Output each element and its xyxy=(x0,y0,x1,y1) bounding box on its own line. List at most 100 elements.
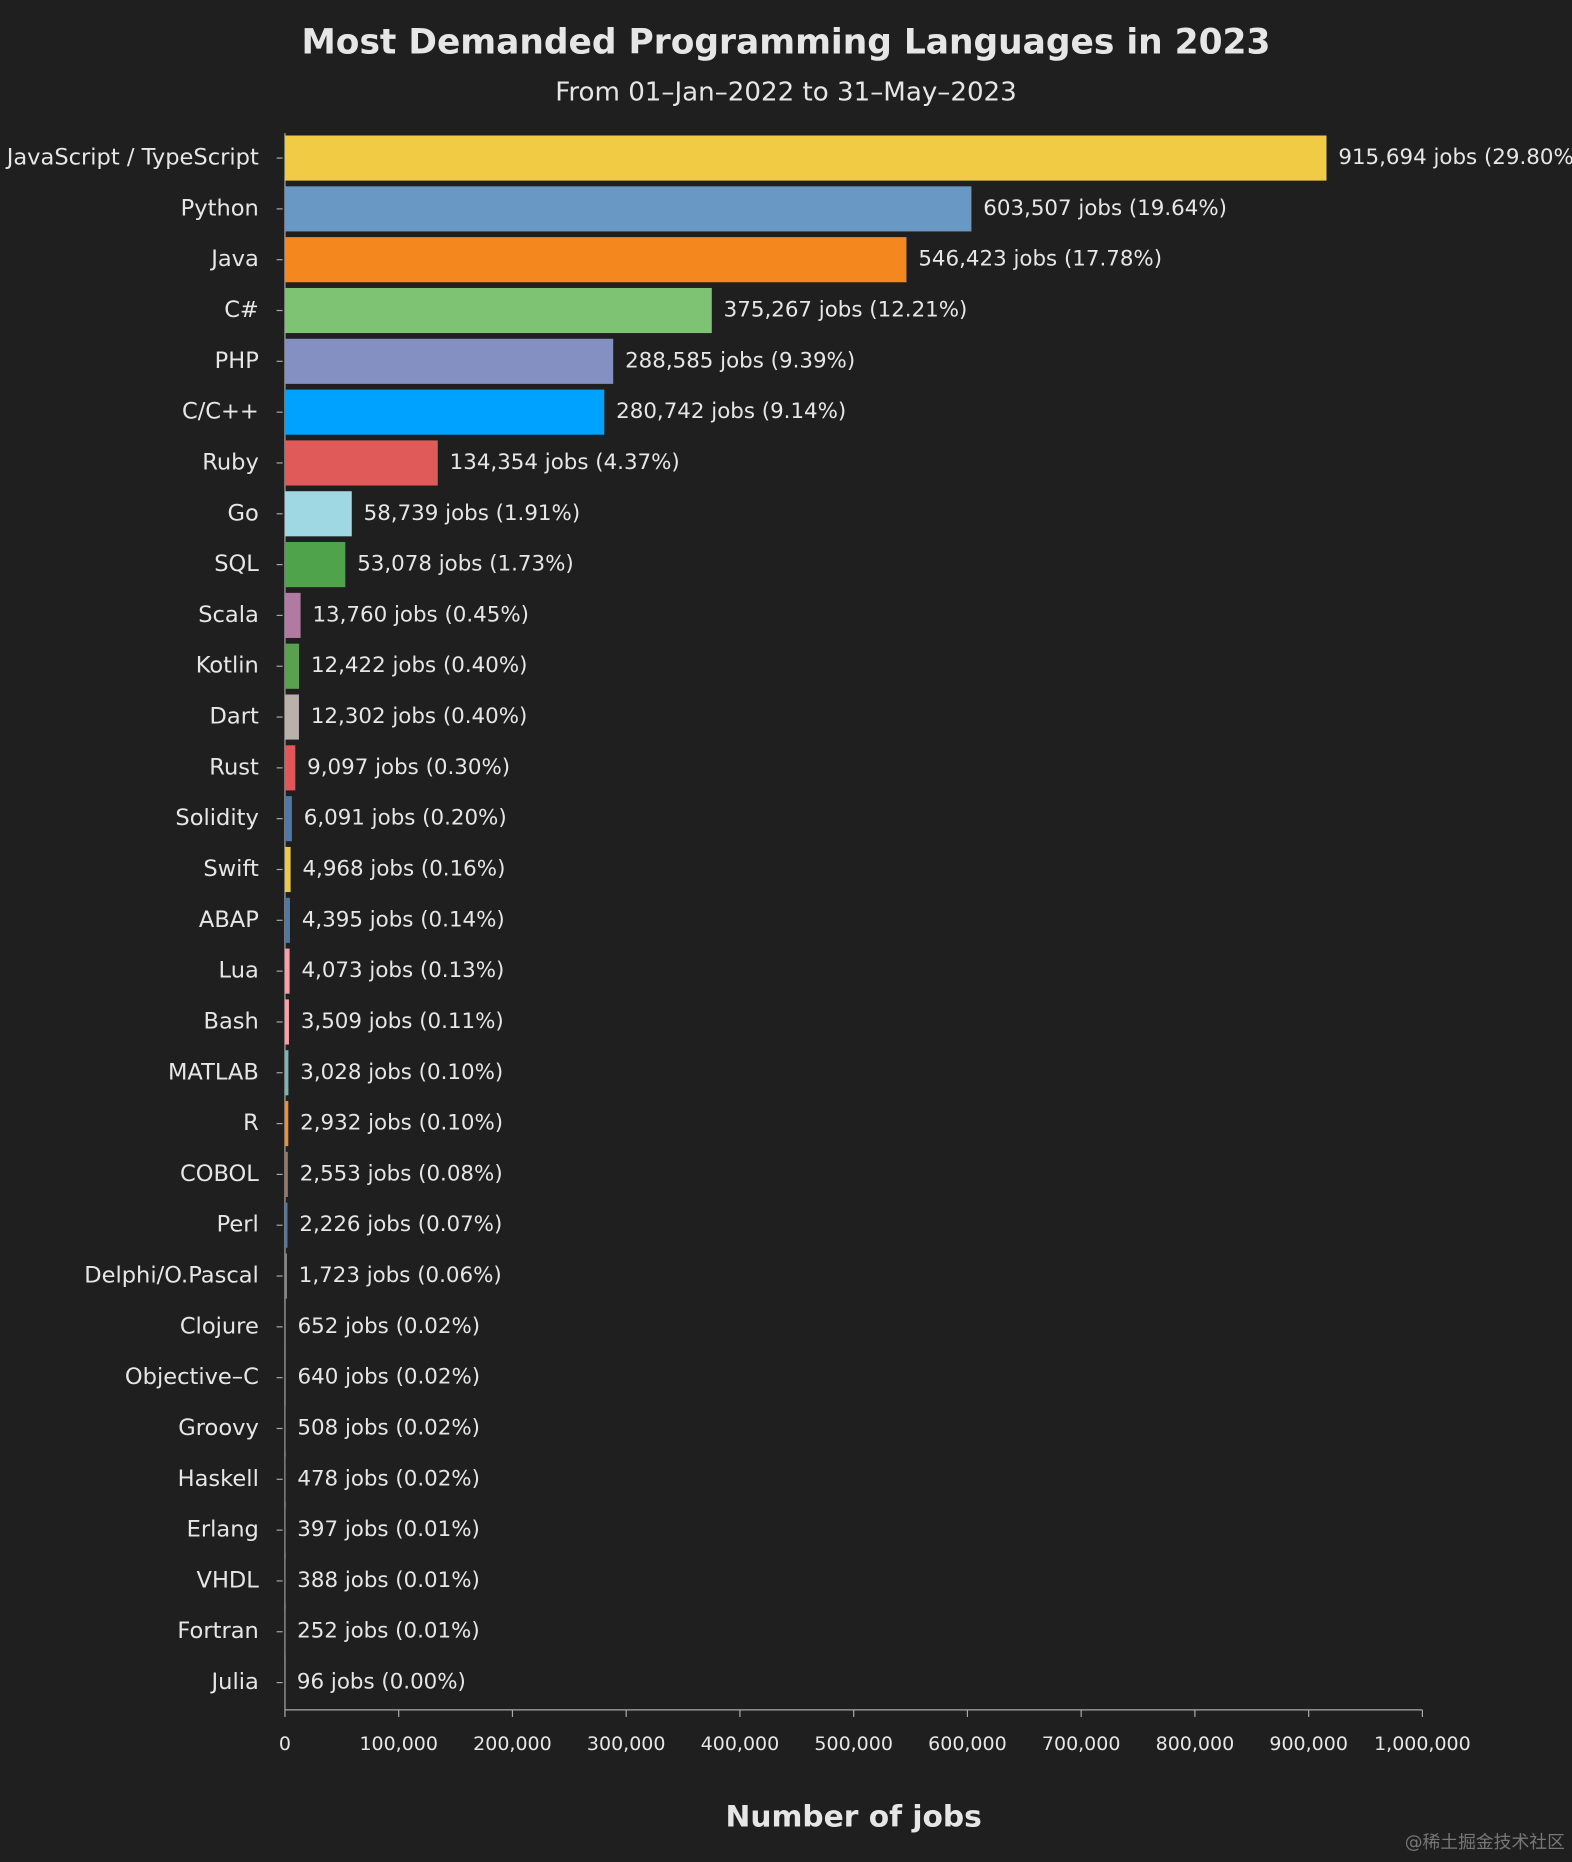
bar xyxy=(284,745,296,791)
value-label: 2,932 jobs (0.10%) xyxy=(300,1111,503,1136)
y-tick-label: Fortran xyxy=(177,1618,258,1644)
y-tick-label: Perl xyxy=(217,1212,259,1238)
x-tick-label: 300,000 xyxy=(587,1733,666,1755)
y-tick-label: VHDL xyxy=(197,1567,260,1593)
value-label: 288,585 jobs (9.39%) xyxy=(625,348,855,373)
x-tick-label: 200,000 xyxy=(473,1733,552,1755)
bar xyxy=(284,287,712,334)
bar xyxy=(284,1050,289,1096)
x-tick-label: 100,000 xyxy=(359,1733,438,1755)
bar xyxy=(284,440,438,486)
y-tick-label: Solidity xyxy=(175,805,258,831)
y-tick-label: C# xyxy=(224,297,259,323)
y-tick-label: Rust xyxy=(209,754,259,780)
bar xyxy=(284,1304,286,1350)
bar xyxy=(284,237,907,283)
x-tick-label: 0 xyxy=(279,1733,291,1755)
bar xyxy=(284,1405,286,1452)
bar xyxy=(284,491,352,537)
bar xyxy=(284,1202,288,1248)
value-label: 12,422 jobs (0.40%) xyxy=(311,653,528,678)
x-tick-label: 500,000 xyxy=(814,1733,893,1755)
bar xyxy=(284,338,614,384)
y-tick-label: Swift xyxy=(203,856,259,882)
bar xyxy=(284,999,289,1045)
bar xyxy=(284,135,1327,181)
y-tick-label: Haskell xyxy=(178,1466,259,1492)
bar xyxy=(284,1456,286,1502)
value-label: 3,509 jobs (0.11%) xyxy=(301,1009,504,1034)
bar xyxy=(284,389,605,435)
bar xyxy=(284,694,299,740)
y-tick-label: Clojure xyxy=(180,1313,259,1339)
value-label: 4,968 jobs (0.16%) xyxy=(302,856,505,881)
value-label: 652 jobs (0.02%) xyxy=(298,1314,481,1339)
bar xyxy=(284,643,300,689)
value-label: 397 jobs (0.01%) xyxy=(297,1517,480,1542)
value-label: 388 jobs (0.01%) xyxy=(297,1568,480,1593)
bar xyxy=(284,592,301,638)
value-label: 1,723 jobs (0.06%) xyxy=(299,1263,502,1288)
y-tick-label: SQL xyxy=(214,551,259,577)
y-tick-label: MATLAB xyxy=(168,1059,259,1085)
value-label: 53,078 jobs (1.73%) xyxy=(357,552,574,577)
bar xyxy=(284,1101,289,1147)
y-tick-label: PHP xyxy=(215,348,259,374)
watermark: @稀土掘金技术社区 xyxy=(1405,1832,1565,1853)
value-label: 2,553 jobs (0.08%) xyxy=(300,1161,503,1186)
y-tick-label: Kotlin xyxy=(196,653,259,679)
bar xyxy=(284,796,292,842)
y-tick-label: COBOL xyxy=(180,1161,259,1187)
value-label: 12,302 jobs (0.40%) xyxy=(311,704,528,729)
bar xyxy=(284,1355,286,1401)
value-label: 58,739 jobs (1.91%) xyxy=(364,501,581,526)
value-label: 4,073 jobs (0.13%) xyxy=(301,958,504,983)
value-label: 96 jobs (0.00%) xyxy=(297,1670,466,1695)
y-tick-label: ABAP xyxy=(199,907,259,933)
y-tick-label: Lua xyxy=(219,958,259,984)
y-tick-label: Python xyxy=(181,195,259,221)
y-tick-label: Scala xyxy=(198,602,259,628)
y-tick-label: Delphi/O.Pascal xyxy=(84,1263,259,1289)
x-tick-label: 1,000,000 xyxy=(1374,1733,1471,1755)
value-label: 9,097 jobs (0.30%) xyxy=(307,755,510,780)
x-tick-label: 600,000 xyxy=(928,1733,1007,1755)
bar xyxy=(284,948,290,994)
y-tick-label: Erlang xyxy=(187,1517,259,1543)
bar xyxy=(284,186,972,232)
y-tick-label: Groovy xyxy=(178,1415,259,1441)
value-label: 546,423 jobs (17.78%) xyxy=(918,247,1162,272)
y-tick-label: R xyxy=(243,1110,259,1136)
value-label: 3,028 jobs (0.10%) xyxy=(300,1060,503,1085)
y-tick-label: Go xyxy=(228,500,259,526)
y-tick-label: Bash xyxy=(204,1008,259,1034)
value-label: 603,507 jobs (19.64%) xyxy=(983,196,1227,221)
value-label: 915,694 jobs (29.80%) xyxy=(1338,145,1572,170)
value-label: 280,742 jobs (9.14%) xyxy=(616,399,846,424)
value-label: 2,226 jobs (0.07%) xyxy=(299,1212,502,1237)
y-tick-label: C/C++ xyxy=(182,399,259,425)
bar xyxy=(284,897,290,943)
y-tick-label: Dart xyxy=(210,704,259,730)
value-label: 134,354 jobs (4.37%) xyxy=(450,450,680,475)
y-tick-label: JavaScript / TypeScript xyxy=(5,145,259,171)
x-tick-label: 700,000 xyxy=(1042,1733,1121,1755)
value-label: 640 jobs (0.02%) xyxy=(298,1365,481,1390)
x-tick-label: 800,000 xyxy=(1156,1733,1235,1755)
y-tick-label: Julia xyxy=(210,1669,259,1695)
value-label: 13,760 jobs (0.45%) xyxy=(312,602,529,627)
value-label: 6,091 jobs (0.20%) xyxy=(304,806,507,831)
x-tick-label: 900,000 xyxy=(1269,1733,1348,1755)
value-label: 375,267 jobs (12.21%) xyxy=(724,298,968,323)
value-label: 508 jobs (0.02%) xyxy=(297,1415,480,1440)
value-label: 478 jobs (0.02%) xyxy=(297,1466,480,1491)
bar xyxy=(284,542,346,588)
x-tick-label: 400,000 xyxy=(701,1733,780,1755)
chart-title: Most Demanded Programming Languages in 2… xyxy=(302,23,1271,63)
bar xyxy=(284,846,291,893)
y-tick-label: Java xyxy=(209,246,259,272)
chart-subtitle: From 01–Jan–2022 to 31–May–2023 xyxy=(555,77,1017,107)
bar xyxy=(284,1253,287,1299)
